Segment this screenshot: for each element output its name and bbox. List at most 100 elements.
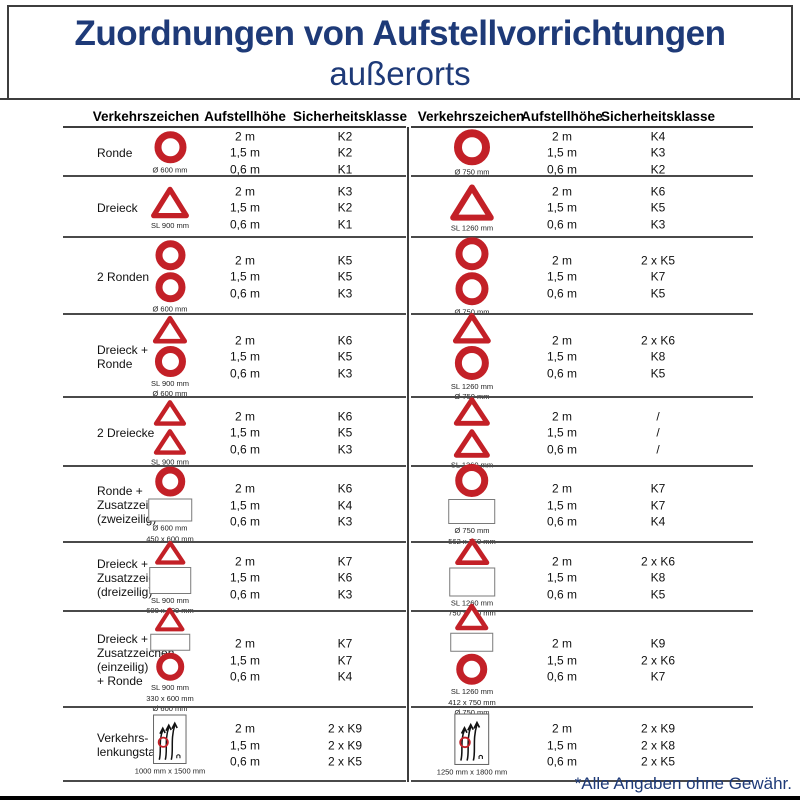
table-body: Ronde Ø 600 mm 2 m 1,5 m 0,6 m K2 K2 K1 Ø 750 mm… <box>0 128 800 782</box>
sicherheitsklasse-values-right: 2 x K9 2 x K8 2 x K5 <box>641 720 675 770</box>
header-underline-left <box>63 126 406 128</box>
zusatzzeichen-icon <box>448 499 496 524</box>
sicherheitsklasse-values-right-line: K4 <box>650 514 666 529</box>
dreieck-icon <box>153 399 187 426</box>
sicherheitsklasse-values-left-line: K2 <box>337 145 353 160</box>
row-label-line: 2 Dreiecke <box>97 425 155 440</box>
row-separator-right <box>411 706 753 708</box>
sicherheitsklasse-values-right-line: K6 <box>650 183 666 198</box>
sicherheitsklasse-values-right-line: K5 <box>650 586 666 601</box>
sicherheitsklasse-values-right: K4 K3 K2 <box>651 128 666 178</box>
size-caption: SL 1260 mm <box>450 686 494 696</box>
sicherheitsklasse-values-right-line: K8 <box>650 349 666 364</box>
dreieck-icon <box>454 537 490 565</box>
aufstellhoehe-values-right-line: 0,6 m <box>546 216 578 231</box>
row-label-line: Dreieck + <box>97 632 149 646</box>
ronde-icon <box>155 466 185 497</box>
sicherheitsklasse-values-left-line: K3 <box>337 183 353 198</box>
ronde-icon <box>455 236 489 270</box>
aufstellhoehe-values-left-line: 2 m <box>234 128 256 143</box>
sicherheitsklasse-values-right-line: 2 x K8 <box>640 737 676 752</box>
sign-icons-right: SL 1260 mm 412 x 750 mm Ø 750 mm <box>448 603 496 718</box>
sicherheitsklasse-values-right-line: / <box>656 441 660 456</box>
sicherheitsklasse-values-left: K7 K6 K3 <box>338 553 353 603</box>
sicherheitsklasse-values-right-line: 2 x K6 <box>640 332 676 347</box>
size-caption: SL 900 mm <box>150 220 190 230</box>
aufstellhoehe-values-left-line: 1,5 m <box>229 349 261 364</box>
size-caption: Ø 750 mm <box>454 306 490 316</box>
aufstellhoehe-values-right-line: 2 m <box>551 128 573 143</box>
sicherheitsklasse-values-left: K6 K5 K3 <box>338 332 353 382</box>
sign-icons-left: SL 900 mm600 x 600 mm <box>146 540 194 616</box>
sicherheitsklasse-values-right-line: 2 x K5 <box>640 754 676 769</box>
aufstellhoehe-values-right-line: 1,5 m <box>546 145 578 160</box>
dreieck-icon <box>449 183 495 221</box>
aufstellhoehe-values-left: 2 m 1,5 m 0,6 m <box>230 553 260 603</box>
sicherheitsklasse-values-left-line: K7 <box>337 652 353 667</box>
sicherheitsklasse-values-left-line: K6 <box>337 570 353 585</box>
ronde-icon <box>154 271 185 302</box>
aufstellhoehe-values-left-line: 0,6 m <box>229 586 261 601</box>
sicherheitsklasse-values-left-line: K4 <box>337 669 353 684</box>
aufstellhoehe-values-left-line: 0,6 m <box>229 365 261 380</box>
sicherheitsklasse-values-left: K5 K5 K3 <box>338 252 353 302</box>
row-label: 2 Dreiecke <box>97 426 189 440</box>
row-label-line: Ronde <box>97 145 133 160</box>
table-row: Dreieck SL 900 mm 2 m 1,5 m 0,6 m K3 K2 K1 SL 12… <box>0 177 800 238</box>
zusatzzeichen-icon <box>450 632 494 652</box>
size-caption: Ø 600 mm <box>152 164 188 174</box>
sicherheitsklasse-values-left-line: K2 <box>337 200 353 215</box>
header-aufstellhoehe-right: Aufstellhöhe <box>521 109 603 124</box>
aufstellhoehe-values-right-line: 0,6 m <box>546 365 578 380</box>
sicherheitsklasse-values-left: K7 K7 K4 <box>338 635 353 685</box>
aufstellhoehe-values-right-line: 2 m <box>551 636 573 651</box>
row-separator-left <box>63 465 406 467</box>
row-separator-right <box>411 541 753 543</box>
aufstellhoehe-values-right-line: 1,5 m <box>546 349 578 364</box>
ronde-icon <box>454 128 490 165</box>
zusatzzeichen-icon <box>449 567 495 596</box>
table-row: Dreieck + Zusatzzeichen (dreizeilig) SL 900… <box>0 537 800 617</box>
size-caption: 1000 mm x 1500 mm <box>134 766 206 776</box>
table-row: Ronde + Zusatzzeichen (zweizeilig) Ø 600 mm… <box>0 464 800 545</box>
aufstellhoehe-values-right-line: 1,5 m <box>546 652 578 667</box>
aufstellhoehe-values-left-line: 0,6 m <box>229 514 261 529</box>
row-separator-left <box>63 780 406 782</box>
header-verkehrszeichen-right: Verkehrszeichen <box>417 109 525 124</box>
size-caption: Ø 600 mm <box>152 703 188 713</box>
row-separator-left <box>63 396 406 398</box>
sicherheitsklasse-values-right: K6 K5 K3 <box>651 183 666 233</box>
sicherheitsklasse-values-left-line: K3 <box>337 441 353 456</box>
row-label: 2 Ronden <box>97 270 189 284</box>
ronde-icon <box>154 239 185 270</box>
size-caption: SL 900 mm <box>150 378 190 388</box>
aufstellhoehe-values-left-line: 2 m <box>234 553 256 568</box>
dreieck-icon <box>455 603 490 631</box>
aufstellhoehe-values-left-line: 1,5 m <box>229 570 261 585</box>
table-row: Dreieck + Zusatzzeichen (einzeilig) + Ronde… <box>0 603 800 716</box>
size-caption: 330 x 600 mm <box>146 693 194 703</box>
table-row: Verkehrs-lenkungstafeln 1000 mm x 1500 mm… <box>0 708 800 782</box>
aufstellhoehe-values-left-line: 1,5 m <box>229 737 261 752</box>
row-separator-right <box>411 313 753 315</box>
dreieck-icon <box>154 540 186 565</box>
size-caption: Ø 750 mm <box>454 707 490 717</box>
size-caption: 1250 mm x 1800 mm <box>436 767 508 777</box>
row-label-line: (dreizeilig) <box>97 584 153 599</box>
sicherheitsklasse-values-left-line: K5 <box>337 425 353 440</box>
sicherheitsklasse-values-left-line: 2 x K9 <box>327 737 363 752</box>
ronde-icon <box>156 652 184 681</box>
aufstellhoehe-values-right-line: 0,6 m <box>546 514 578 529</box>
aufstellhoehe-values-right-line: 1,5 m <box>546 570 578 585</box>
aufstellhoehe-values-right-line: 1,5 m <box>546 425 578 440</box>
aufstellhoehe-values-right-line: 2 m <box>551 183 573 198</box>
sicherheitsklasse-values-right: 2 x K6 K8 K5 <box>641 553 675 603</box>
size-caption: 412 x 750 mm <box>448 697 496 707</box>
sicherheitsklasse-values-right-line: K8 <box>650 570 666 585</box>
sign-icons-left: SL 900 mm <box>150 185 190 230</box>
size-caption: Ø 750 mm <box>454 526 490 535</box>
row-separator-left <box>63 236 406 238</box>
sicherheitsklasse-values-right-line: K5 <box>650 200 666 215</box>
zusatzzeichen-icon <box>150 633 190 651</box>
